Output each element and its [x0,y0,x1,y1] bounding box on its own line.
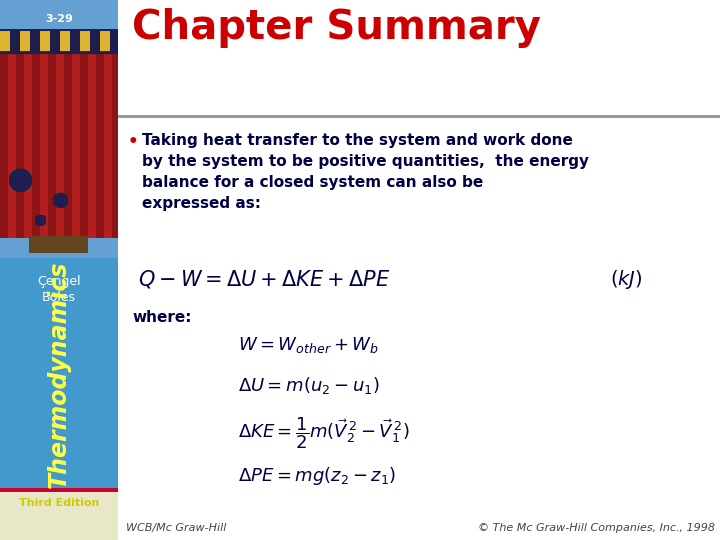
Text: Çengel: Çengel [37,275,81,288]
Text: 3-29: 3-29 [45,14,73,24]
Text: Chapter Summary: Chapter Summary [132,8,541,48]
Text: Thermodynamics: Thermodynamics [47,260,71,488]
Text: where:: where: [132,310,192,325]
Text: $\Delta U = m(u_2 - u_1)$: $\Delta U = m(u_2 - u_1)$ [238,375,379,396]
Text: Taking heat transfer to the system and work done: Taking heat transfer to the system and w… [142,133,573,148]
Text: © The Mc Graw-Hill Companies, Inc., 1998: © The Mc Graw-Hill Companies, Inc., 1998 [478,523,715,533]
Bar [0,488,118,492]
Text: expressed as:: expressed as: [142,196,261,211]
Bar [0,490,118,540]
Text: Third Edition: Third Edition [19,498,99,508]
Text: Boles: Boles [42,291,76,304]
Text: $(kJ)$: $(kJ)$ [610,268,643,291]
Text: •: • [128,133,139,151]
Text: $\Delta PE = mg(z_2 - z_1)$: $\Delta PE = mg(z_2 - z_1)$ [238,465,396,487]
Bar [118,115,720,118]
Text: by the system to be positive quantities,  the energy: by the system to be positive quantities,… [142,154,589,169]
Text: $\Delta KE = \dfrac{1}{2}m(\vec{V}_2^{\,2} - \vec{V}_1^{\,2})$: $\Delta KE = \dfrac{1}{2}m(\vec{V}_2^{\,… [238,415,410,451]
Text: WCB/Mc Graw-Hill: WCB/Mc Graw-Hill [126,523,226,533]
Text: balance for a closed system can also be: balance for a closed system can also be [142,175,483,190]
Text: $W = W_{other} + W_b$: $W = W_{other} + W_b$ [238,335,379,355]
Bar [0,258,118,490]
Text: $Q-W = \Delta U + \Delta KE + \Delta PE$: $Q-W = \Delta U + \Delta KE + \Delta PE$ [138,268,390,290]
